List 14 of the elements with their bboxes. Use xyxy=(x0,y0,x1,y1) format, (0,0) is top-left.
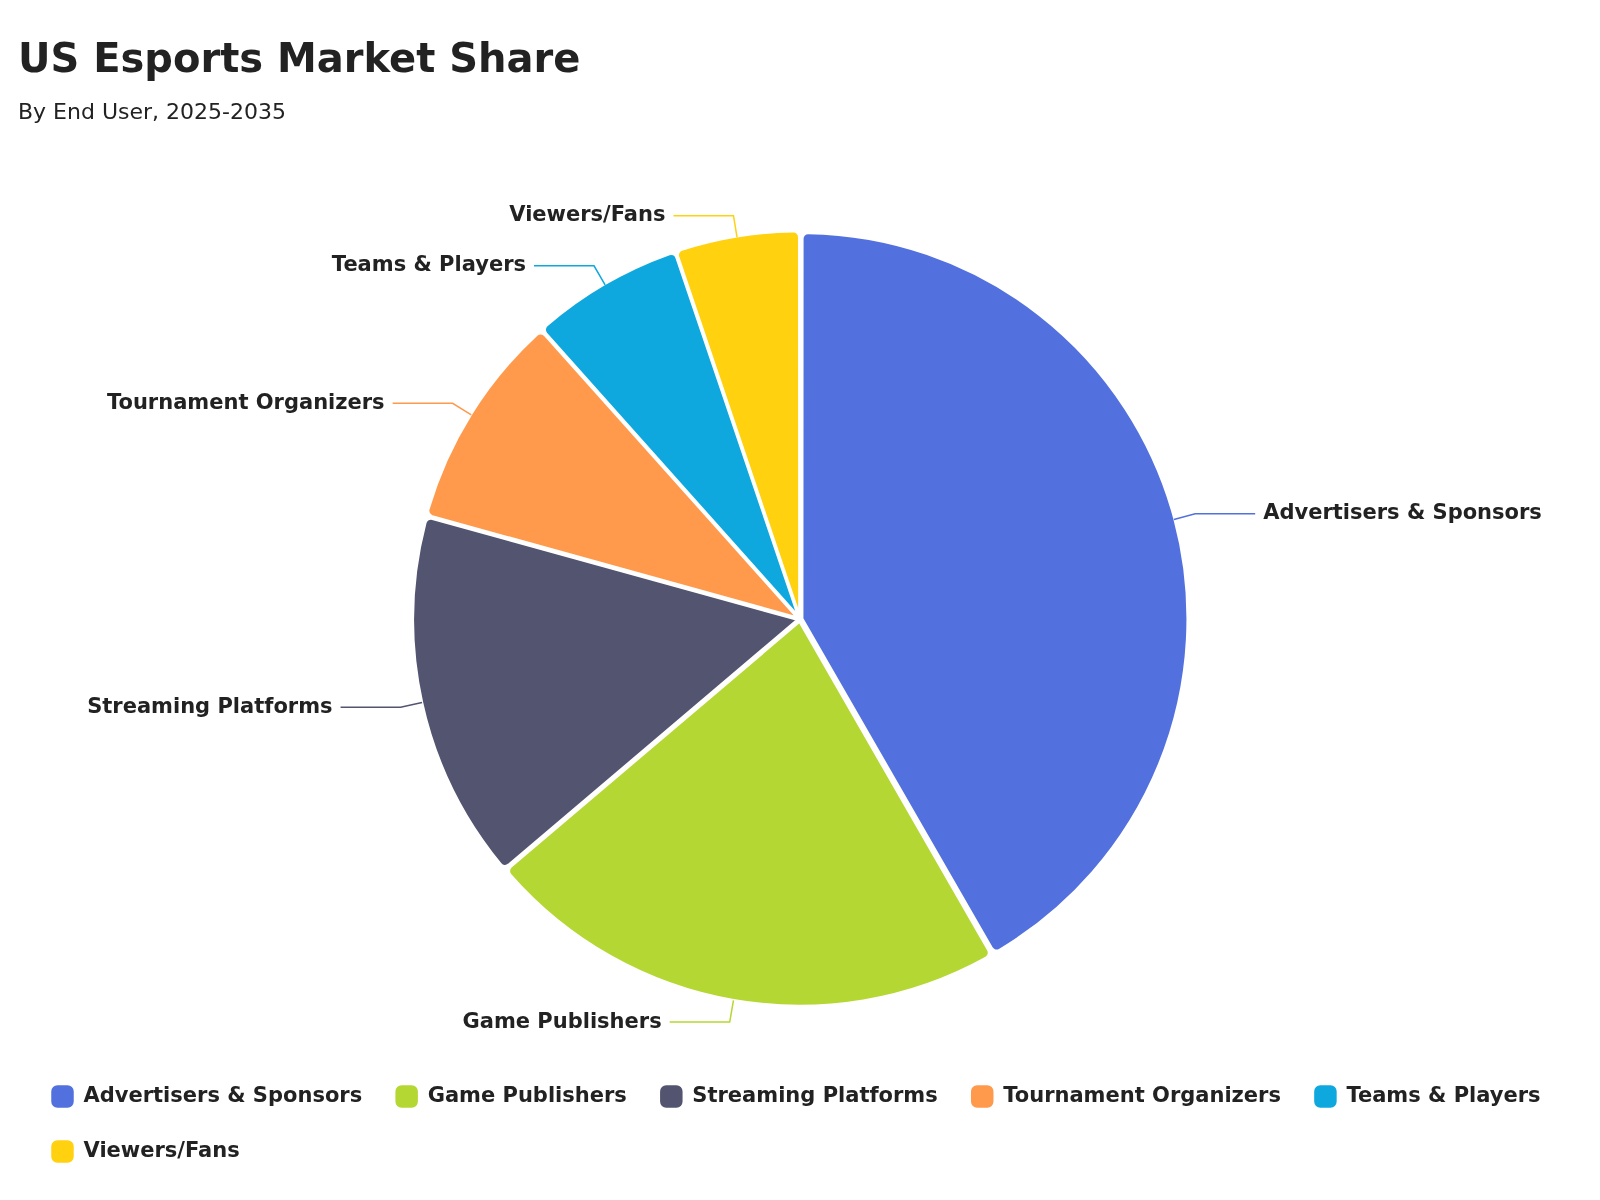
slice-label: Streaming Platforms xyxy=(87,693,333,718)
slice-label: Teams & Players xyxy=(331,252,527,277)
legend-label: Viewers/Fans xyxy=(83,1137,240,1162)
slice-label: Advertisers & Sponsors xyxy=(1263,500,1542,525)
chart-title: US Esports Market Share xyxy=(18,35,581,82)
slice-label: Game Publishers xyxy=(462,1008,662,1033)
slice-label: Tournament Organizers xyxy=(106,389,385,414)
legend-label: Tournament Organizers xyxy=(1003,1082,1281,1107)
slice-label: Viewers/Fans xyxy=(509,202,666,227)
legend-label: Streaming Platforms xyxy=(692,1082,938,1107)
legend-label: Game Publishers xyxy=(427,1082,627,1107)
chart-subtitle: By End User, 2025-2035 xyxy=(18,98,286,124)
legend-label: Teams & Players xyxy=(1346,1082,1541,1107)
legend-label: Advertisers & Sponsors xyxy=(83,1082,363,1107)
